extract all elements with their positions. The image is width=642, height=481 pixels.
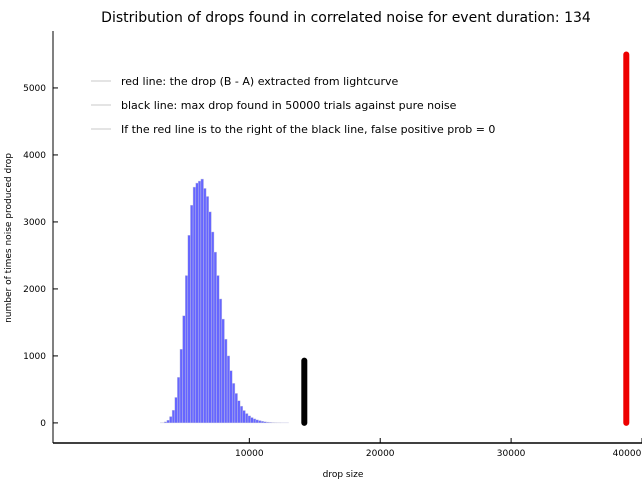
histogram-bar: [237, 400, 241, 424]
legend-entry: If the red line is to the right of the b…: [121, 123, 495, 136]
histogram-bar: [268, 422, 272, 424]
marker-lines: [301, 51, 630, 426]
histogram-bar: [200, 178, 204, 424]
y-tick-label: 2000: [23, 285, 46, 295]
histogram-bar: [247, 415, 251, 424]
histogram-bar: [226, 355, 230, 424]
y-tick-label: 3000: [23, 218, 46, 228]
histogram-bar: [213, 251, 217, 424]
histogram-bar: [179, 349, 183, 424]
histogram-bar: [169, 416, 173, 424]
histogram-bar: [258, 420, 262, 424]
histogram-bar: [184, 275, 189, 424]
legend-entry: red line: the drop (B - A) extracted fro…: [121, 75, 399, 88]
histogram-bar: [177, 377, 181, 424]
histogram-bar: [205, 196, 209, 424]
histogram-bar: [216, 275, 220, 424]
histogram-bar: [263, 421, 267, 424]
histogram-bar: [255, 419, 259, 424]
legend-entry: black line: max drop found in 50000 tria…: [121, 99, 457, 112]
y-tick-label: 1000: [23, 352, 46, 362]
histogram-bar: [260, 421, 264, 424]
x-tick-label: 20000: [366, 449, 395, 459]
histogram-bar: [195, 182, 199, 424]
histogram-bar: [253, 418, 257, 424]
chart-title: Distribution of drops found in correlate…: [101, 10, 591, 26]
x-tick-label: 40000: [613, 449, 642, 459]
histogram-bar: [190, 204, 194, 424]
histogram-bar: [229, 370, 233, 424]
histogram-bar: [171, 409, 175, 424]
histogram-bar: [203, 188, 207, 424]
histogram-bar: [174, 397, 178, 424]
histogram-bar: [211, 231, 215, 424]
histogram-bar: [224, 338, 228, 424]
y-tick-label: 4000: [23, 151, 46, 161]
histogram-bar: [232, 383, 236, 424]
histogram-bar: [242, 410, 246, 424]
y-axis-label: number of times noise produced drop: [4, 153, 14, 323]
histogram-bar: [245, 413, 249, 424]
histogram-bar: [166, 420, 170, 424]
x-tick-label: 10000: [235, 449, 264, 459]
legend: red line: the drop (B - A) extracted fro…: [91, 75, 495, 136]
histogram-bar: [164, 421, 168, 424]
histogram-bar: [221, 318, 225, 424]
plot-area: [53, 31, 642, 443]
x-tick-label: 30000: [497, 449, 526, 459]
histogram-bars: [160, 178, 289, 424]
histogram-bar: [266, 421, 270, 424]
histogram-bar: [250, 417, 254, 424]
histogram-bar: [219, 298, 223, 424]
axes: 10000 20000 30000 40000 0 1000 2000 3000 4000 500…: [23, 31, 642, 459]
histogram-bar: [208, 211, 212, 424]
histogram-bar: [234, 393, 238, 424]
histogram-bar: [187, 235, 191, 424]
histogram-bar: [182, 315, 186, 424]
histogram-bar: [192, 186, 196, 424]
plot-background: [53, 31, 642, 443]
y-tick-label: 5000: [23, 84, 46, 94]
x-axis-label: drop size: [323, 470, 364, 480]
histogram-bar: [198, 180, 202, 424]
y-tick-label: 0: [40, 419, 46, 429]
histogram-bar: [239, 405, 243, 424]
